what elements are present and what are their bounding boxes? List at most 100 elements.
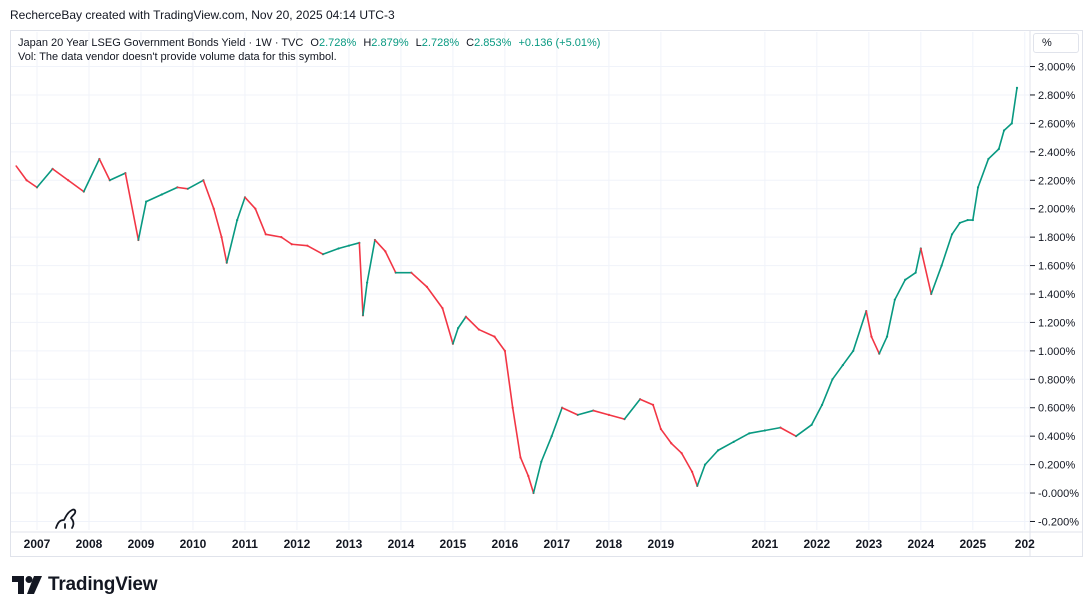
series-segment	[540, 435, 553, 463]
high-value: 2.879%	[371, 37, 409, 49]
x-tick-label: 2014	[388, 537, 415, 551]
series-segment	[15, 165, 28, 182]
series-segment	[691, 470, 699, 487]
series-segment	[821, 378, 834, 406]
series-segment	[532, 460, 543, 494]
series-segment	[290, 243, 309, 247]
series-segment	[145, 193, 163, 203]
series-segment	[137, 200, 147, 241]
series-segment	[914, 247, 922, 274]
series-segment	[348, 242, 361, 247]
series-segment	[717, 441, 735, 452]
change-value: +0.136 (+5.01%)	[518, 37, 601, 49]
series-segment	[870, 335, 881, 355]
x-tick-label: 2021	[752, 537, 779, 551]
series-segment	[358, 242, 364, 317]
x-tick-label: 202	[1015, 537, 1035, 551]
x-tick-label: 2024	[907, 537, 934, 551]
series-segment	[374, 239, 387, 253]
y-tick-label: 2.200%	[1038, 175, 1076, 187]
series-segment	[244, 196, 257, 210]
series-segment	[236, 196, 246, 221]
series-segment	[212, 207, 223, 238]
series-segment	[186, 179, 205, 190]
y-tick-label: 1.000%	[1038, 346, 1076, 358]
series-segment	[426, 286, 444, 310]
series-segment	[160, 186, 179, 196]
high-label: H	[363, 37, 372, 49]
series-segment	[457, 315, 467, 329]
series-segment	[670, 442, 683, 455]
x-axis-ticks: 2007 2008 2009 2010 2011 2012 2013 2014 2015 2016…	[24, 537, 1035, 551]
y-tick-label: 0.600%	[1038, 403, 1076, 415]
data-point	[1015, 86, 1019, 89]
percent-scale-button[interactable]: %	[1033, 33, 1079, 53]
x-tick-label: 2011	[232, 537, 258, 551]
series-segment	[220, 236, 228, 264]
series-segment	[623, 398, 641, 420]
tradingview-wordmark: TradingView	[48, 574, 158, 595]
chart-frame	[10, 30, 1083, 557]
series-segment	[652, 404, 662, 430]
series-segment	[639, 398, 654, 406]
low-value: 2.728%	[421, 37, 460, 49]
y-tick-label: -0.000%	[1038, 488, 1079, 500]
series-segment	[25, 179, 38, 189]
x-tick-label: 2007	[24, 537, 51, 551]
series-segment	[527, 475, 535, 494]
series-segment	[452, 327, 459, 345]
x-tick-label: 2023	[855, 537, 882, 551]
open-value: 2.728%	[318, 37, 357, 49]
series-segment	[764, 426, 782, 432]
tradingview-footer[interactable]: TradingView	[12, 574, 158, 596]
series-segment	[202, 179, 215, 210]
series-segment	[696, 463, 706, 487]
series-segment	[493, 335, 506, 352]
series-segment	[511, 406, 522, 459]
series-segment	[362, 281, 368, 317]
y-tick-label: 0.200%	[1038, 460, 1076, 472]
series-segment	[280, 236, 293, 246]
series-segment	[51, 168, 69, 182]
series-segment	[306, 244, 324, 255]
series-segment	[831, 364, 844, 381]
series-segment	[1003, 122, 1013, 132]
series-segment	[998, 129, 1005, 150]
series-segment	[660, 428, 673, 445]
y-tick-label: 1.600%	[1038, 261, 1076, 273]
x-tick-label: 2016	[492, 537, 519, 551]
x-tick-label: 2012	[284, 537, 311, 551]
y-tick-label: 2.600%	[1038, 118, 1076, 130]
series-segment	[894, 278, 907, 301]
x-tick-label: 2015	[440, 537, 467, 551]
y-tick-label: -0.200%	[1038, 516, 1079, 528]
series-segment	[748, 429, 766, 435]
series-segment	[225, 219, 238, 264]
series-segment	[852, 310, 868, 352]
x-tick-label: 2010	[180, 537, 207, 551]
series-line	[15, 86, 1019, 495]
series-segment	[254, 207, 267, 236]
chart-caption: RecherceBay created with TradingView.com…	[10, 8, 395, 22]
x-tick-label: 2013	[336, 537, 363, 551]
x-tick-label: 2008	[76, 537, 103, 551]
y-tick-label: 0.400%	[1038, 431, 1076, 443]
x-tick-label: 2009	[128, 537, 155, 551]
series-segment	[264, 233, 283, 238]
series-segment	[322, 247, 340, 255]
volume-note: Vol: The data vendor doesn't provide vol…	[18, 51, 337, 63]
series-segment	[592, 409, 610, 416]
x-tick-label: 2019	[648, 537, 675, 551]
tradingview-mascot-icon	[55, 508, 77, 529]
series-segment	[366, 239, 376, 284]
series-segment	[176, 186, 189, 190]
series-segment	[36, 168, 54, 189]
low-label: L	[415, 37, 422, 49]
series-segment	[810, 404, 823, 426]
series-segment	[98, 158, 111, 182]
y-tick-label: 2.400%	[1038, 147, 1076, 159]
series-segment	[977, 158, 990, 189]
series-segment	[779, 426, 797, 437]
x-tick-label: 2017	[544, 537, 571, 551]
